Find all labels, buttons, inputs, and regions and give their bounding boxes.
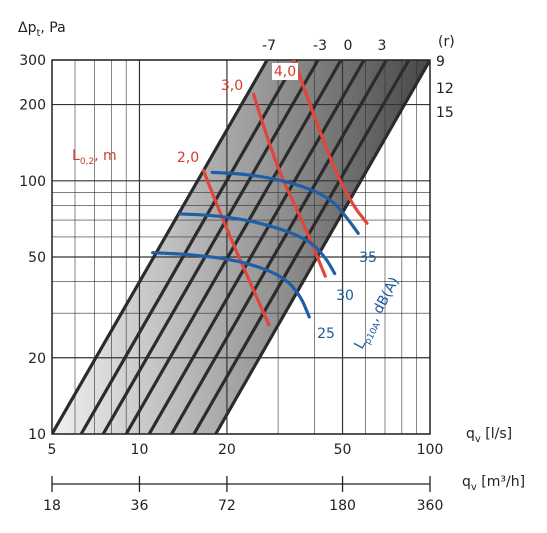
sound-legend-label: Lp10A, dB(A) — [351, 275, 405, 354]
labels: -7 -3 0 3 9 12 15 2,0 3,0 4,0 25 30 35 10 20 50 100 200 30… — [19, 38, 454, 458]
throw-line-4,0 — [292, 60, 369, 225]
x-tick-label: 10 — [131, 442, 149, 458]
secondary-tick-label: 360 — [417, 498, 444, 514]
y-tick-label: 10 — [28, 427, 46, 443]
x-tick-label: 100 — [417, 442, 444, 458]
r-header: (r) — [438, 34, 455, 50]
r-line-12 — [192, 60, 411, 434]
throw-label-2,0: 2,0 — [177, 150, 199, 166]
sound-lines — [151, 170, 360, 319]
throw-label-3,0: 3,0 — [221, 78, 243, 94]
sound-label-35: 35 — [359, 250, 377, 266]
sound-line-30 — [178, 212, 337, 276]
r-line-9 — [170, 60, 388, 434]
sound-label-25: 25 — [317, 326, 335, 342]
x-axis-secondary-title: qv [m³/h] — [462, 474, 525, 493]
secondary-tick-label: 72 — [218, 498, 236, 514]
r-top-label: -7 — [262, 38, 276, 54]
sound-line-35 — [210, 170, 360, 235]
throw-label-4,0: 4,0 — [274, 64, 296, 80]
r-line-15 — [214, 60, 430, 434]
x-tick-label: 5 — [48, 442, 57, 458]
secondary-axis-ticks: 18 36 72 180 360 — [43, 476, 443, 514]
sound-line-25 — [151, 251, 311, 319]
throw-legend-label: L0,2, m — [72, 148, 117, 167]
r-right-label: 9 — [436, 54, 445, 70]
r-line-6 — [147, 60, 366, 434]
r-right-label: 15 — [436, 105, 454, 121]
throw-label-bg — [272, 63, 298, 80]
x-tick-label: 50 — [334, 442, 352, 458]
r-right-label: 12 — [436, 81, 454, 97]
r-line-0 — [101, 60, 320, 434]
plot-frame — [51, 59, 431, 435]
sound-label-30: 30 — [336, 288, 354, 304]
y-tick-label: 100 — [19, 174, 46, 190]
r-line--7 — [52, 60, 269, 434]
y-axis-title: Δpt, Pa — [18, 20, 66, 39]
diagonal-band — [52, 60, 430, 434]
y-tick-label: 200 — [19, 98, 46, 114]
throw-line-2,0 — [201, 168, 271, 327]
r-top-label: 3 — [378, 38, 387, 54]
secondary-tick-label: 18 — [43, 498, 61, 514]
y-tick-label: 50 — [28, 250, 46, 266]
x-axis-title: qv [l/s] — [466, 426, 512, 445]
r-lines — [52, 60, 430, 434]
r-line--3 — [79, 60, 298, 434]
r-top-label: 0 — [344, 38, 353, 54]
r-top-label: -3 — [313, 38, 327, 54]
y-tick-label: 300 — [19, 53, 46, 69]
y-tick-label: 20 — [28, 351, 46, 367]
secondary-tick-label: 36 — [131, 498, 149, 514]
x-tick-label: 20 — [218, 442, 236, 458]
secondary-tick-label: 180 — [329, 498, 356, 514]
